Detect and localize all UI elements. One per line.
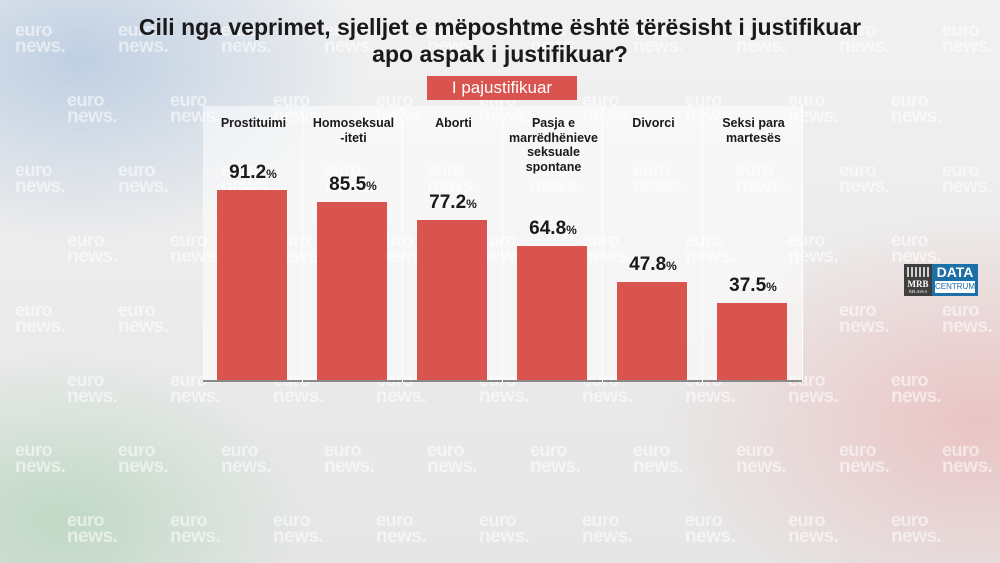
bar: [317, 202, 387, 382]
chart-column: Seksi para martesës 37.5%: [703, 106, 803, 382]
chart-column: Divorci 47.8%: [603, 106, 703, 382]
category-label: Pasja e marrëdhënieve seksuale spontane: [509, 116, 598, 174]
chart-title: Cili nga veprimet, sjelljet e mëposhtme …: [138, 14, 862, 68]
logo-mrb-text: MRB: [907, 279, 929, 289]
category-label: Divorci: [632, 116, 675, 130]
data-label: 47.8%: [629, 254, 677, 275]
bar: [617, 282, 687, 382]
data-label: 37.5%: [729, 275, 777, 296]
data-label: 64.8%: [529, 218, 577, 239]
chart-column: Aborti 77.2%: [403, 106, 503, 382]
bar: [417, 220, 487, 382]
bar: [217, 190, 287, 382]
baseline: [303, 380, 402, 382]
data-label: 77.2%: [429, 192, 477, 213]
chart-column: Homoseksual -iteti 85.5%: [303, 106, 403, 382]
logo-mrb-subtext: BELASS.S: [908, 289, 928, 294]
baseline: [503, 380, 602, 382]
bar: [517, 246, 587, 382]
logo-centrum-text: CENTRUM: [935, 281, 975, 293]
filter-badge: I pajustifikuar: [427, 76, 577, 100]
data-logo-icon: DATA CENTRUM: [932, 264, 978, 296]
chart-column: Prostituimi 91.2%: [203, 106, 303, 382]
bar: [717, 303, 787, 382]
logo-data-text: DATA: [936, 264, 974, 280]
category-label: Seksi para martesës: [722, 116, 785, 145]
category-label: Homoseksual -iteti: [312, 116, 395, 145]
category-label: Aborti: [435, 116, 472, 130]
data-label: 85.5%: [329, 174, 377, 195]
chart-panel: Prostituimi 91.2% Homoseksual -iteti 85.5% Ab…: [203, 106, 803, 382]
baseline: [203, 380, 302, 382]
data-centrum-logo: MRB BELASS.S DATA CENTRUM: [904, 264, 978, 296]
baseline: [603, 380, 702, 382]
baseline: [403, 380, 502, 382]
category-label: Prostituimi: [220, 116, 287, 130]
data-label: 91.2%: [229, 162, 277, 183]
mrb-logo-icon: MRB BELASS.S: [904, 264, 932, 296]
chart-column: Pasja e marrëdhënieve seksuale spontane 64.8…: [503, 106, 603, 382]
baseline: [703, 380, 802, 382]
